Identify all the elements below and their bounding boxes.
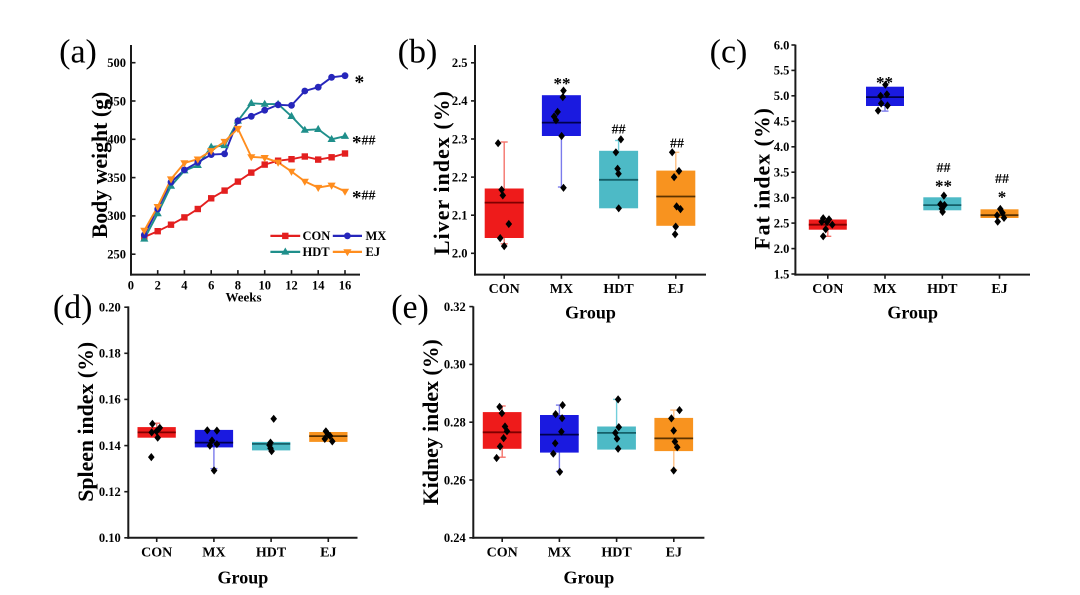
svg-text:CON: CON (812, 282, 843, 297)
svg-text:1.5: 1.5 (774, 267, 790, 281)
svg-text:Body weight (g): Body weight (g) (88, 92, 112, 239)
svg-text:0.16: 0.16 (99, 393, 121, 407)
svg-text:0.32: 0.32 (444, 300, 466, 314)
svg-text:(c): (c) (710, 34, 748, 71)
svg-text:CON: CON (489, 282, 520, 297)
svg-text:(e): (e) (391, 289, 429, 326)
svg-text:(b): (b) (398, 34, 438, 71)
svg-text:Group: Group (887, 302, 938, 322)
svg-text:4.0: 4.0 (774, 140, 790, 154)
svg-text:##: ## (362, 134, 376, 149)
svg-text:EJ: EJ (991, 282, 1007, 297)
svg-text:Liver index (%): Liver index (%) (430, 90, 454, 255)
svg-text:*: * (355, 73, 365, 94)
svg-text:0.26: 0.26 (444, 473, 466, 487)
svg-text:0.28: 0.28 (444, 416, 466, 430)
svg-text:*: * (352, 188, 362, 209)
svg-text:2.0: 2.0 (774, 242, 790, 256)
svg-text:2.5: 2.5 (774, 216, 790, 230)
svg-text:0.30: 0.30 (444, 358, 466, 372)
svg-text:HDT: HDT (303, 245, 331, 259)
svg-text:0: 0 (128, 278, 134, 292)
svg-text:2.5: 2.5 (452, 56, 468, 70)
svg-text:500: 500 (107, 56, 126, 70)
svg-text:##: ## (612, 123, 626, 138)
svg-text:MX: MX (550, 282, 573, 297)
svg-text:0.12: 0.12 (99, 485, 121, 499)
svg-text:12: 12 (285, 278, 298, 292)
svg-text:6.0: 6.0 (774, 38, 790, 52)
svg-text:0.24: 0.24 (444, 531, 467, 545)
svg-text:(d): (d) (53, 289, 93, 326)
svg-text:14: 14 (312, 278, 325, 292)
svg-text:4: 4 (181, 278, 188, 292)
svg-text:##: ## (670, 137, 684, 152)
svg-text:*: * (998, 188, 1007, 207)
svg-text:2.1: 2.1 (452, 209, 468, 223)
svg-text:6: 6 (208, 278, 214, 292)
svg-text:3.5: 3.5 (774, 166, 790, 180)
svg-text:##: ## (362, 189, 376, 204)
svg-text:Weeks: Weeks (225, 290, 261, 305)
svg-text:HDT: HDT (927, 282, 958, 297)
svg-text:3.0: 3.0 (774, 191, 790, 205)
svg-text:CON: CON (141, 545, 172, 560)
svg-text:450: 450 (107, 94, 126, 108)
svg-text:2.4: 2.4 (452, 94, 468, 108)
svg-text:**: ** (876, 73, 893, 92)
svg-text:350: 350 (107, 171, 126, 185)
svg-text:**: ** (935, 177, 952, 196)
svg-text:250: 250 (107, 248, 126, 262)
svg-text:EJ: EJ (320, 545, 336, 560)
svg-text:Spleen index (%): Spleen index (%) (74, 342, 98, 502)
svg-text:4.5: 4.5 (774, 115, 790, 129)
svg-text:CON: CON (487, 545, 518, 560)
svg-text:##: ## (995, 172, 1009, 187)
svg-text:EJ: EJ (666, 545, 682, 560)
svg-text:Kidney index (%): Kidney index (%) (419, 339, 443, 505)
svg-text:Group: Group (565, 302, 616, 322)
svg-text:16: 16 (339, 278, 352, 292)
svg-text:2.2: 2.2 (452, 170, 468, 184)
svg-text:MX: MX (366, 229, 387, 243)
svg-text:Fat index (%): Fat index (%) (751, 107, 775, 250)
svg-text:Group: Group (218, 568, 269, 588)
svg-text:5.0: 5.0 (774, 89, 790, 103)
svg-text:##: ## (937, 161, 951, 176)
svg-text:400: 400 (107, 133, 126, 147)
svg-text:MX: MX (548, 545, 571, 560)
svg-text:**: ** (554, 74, 571, 93)
svg-text:HDT: HDT (603, 282, 634, 297)
svg-text:2.0: 2.0 (452, 247, 468, 261)
svg-text:HDT: HDT (256, 545, 287, 560)
svg-text:8: 8 (235, 278, 241, 292)
svg-text:(a): (a) (59, 34, 97, 71)
svg-text:EJ: EJ (668, 282, 684, 297)
svg-text:HDT: HDT (601, 545, 632, 560)
svg-text:0.10: 0.10 (99, 531, 121, 545)
svg-text:0.20: 0.20 (99, 301, 121, 315)
svg-text:Group: Group (564, 568, 615, 588)
svg-text:CON: CON (303, 229, 331, 243)
svg-text:0.18: 0.18 (99, 347, 121, 361)
svg-text:10: 10 (258, 278, 271, 292)
svg-text:2.3: 2.3 (452, 132, 468, 146)
svg-text:0.14: 0.14 (99, 439, 122, 453)
svg-text:5.5: 5.5 (774, 64, 790, 78)
svg-text:2: 2 (155, 278, 161, 292)
svg-text:EJ: EJ (366, 245, 381, 259)
svg-text:300: 300 (107, 209, 126, 223)
svg-text:*: * (352, 133, 362, 154)
svg-text:MX: MX (873, 282, 896, 297)
svg-text:MX: MX (202, 545, 225, 560)
